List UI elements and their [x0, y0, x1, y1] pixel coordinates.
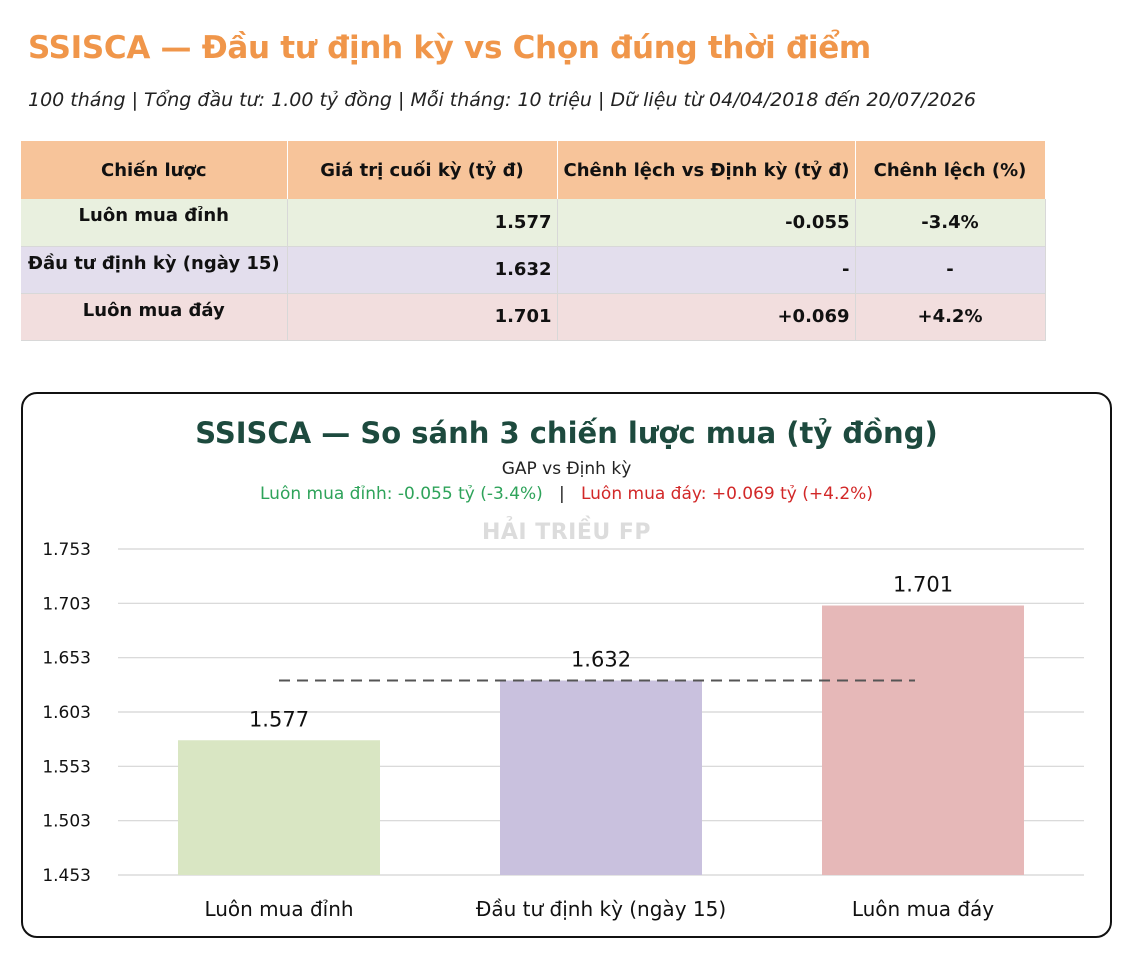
- y-tick-label: 1.503: [42, 812, 91, 832]
- chart-title: SSISCA — So sánh 3 chiến lược mua (tỷ đồ…: [195, 416, 938, 450]
- table-cell: -3.4%: [855, 199, 1046, 247]
- table-cell: 1.701: [287, 293, 558, 341]
- chart-card: SSISCA — So sánh 3 chiến lược mua (tỷ đồ…: [21, 392, 1112, 938]
- table-cell: 1.577: [287, 199, 558, 247]
- x-tick-label: Luôn mua đỉnh: [204, 897, 353, 921]
- table-row: Luôn mua đáy 1.701 +0.069 +4.2%: [21, 293, 1046, 341]
- gap-bottom-text: Luôn mua đáy: +0.069 tỷ (+4.2%): [580, 484, 873, 504]
- y-tick-label: 1.753: [42, 540, 91, 560]
- watermark: HẢI TRIỀU FP: [481, 520, 652, 545]
- y-tick-label: 1.553: [42, 757, 91, 777]
- table-cell: +4.2%: [855, 293, 1046, 341]
- chart-subtitle: GAP vs Định kỳ: [501, 459, 632, 479]
- header-final-value: Giá trị cuối kỳ (tỷ đ): [287, 141, 558, 199]
- gap-top-text: Luôn mua đỉnh: -0.055 tỷ (-3.4%): [260, 484, 543, 504]
- gap-separator: |: [548, 484, 575, 504]
- header-strategy: Chiến lược: [21, 141, 288, 199]
- table-cell: -: [855, 246, 1046, 294]
- bar: [500, 680, 702, 875]
- header-diff-percent: Chênh lệch (%): [855, 141, 1046, 199]
- page-subtitle: 100 tháng | Tổng đầu tư: 1.00 tỷ đồng | …: [28, 89, 976, 111]
- page-title: SSISCA — Đầu tư định kỳ vs Chọn đúng thờ…: [28, 30, 871, 66]
- y-tick-label: 1.653: [42, 649, 91, 669]
- table-header-row: Chiến lược Giá trị cuối kỳ (tỷ đ) Chênh …: [21, 141, 1046, 199]
- data-label: 1.577: [249, 707, 309, 731]
- table-cell: 1.632: [287, 246, 558, 294]
- bar-chart: 1.753 1.703 1.653 1.603 1.553 1.503 1.453 1.577…: [42, 540, 1084, 921]
- header-diff-value: Chênh lệch vs Định kỳ (tỷ đ): [557, 141, 856, 199]
- y-tick-label: 1.603: [42, 703, 91, 723]
- data-label: 1.701: [893, 573, 953, 597]
- x-tick-label: Đầu tư định kỳ (ngày 15): [476, 897, 726, 921]
- table-cell: Đầu tư định kỳ (ngày 15): [21, 246, 288, 294]
- table-cell: Luôn mua đáy: [21, 293, 288, 341]
- y-tick-label: 1.703: [42, 594, 91, 614]
- bar: [822, 605, 1024, 875]
- gap-separator-glyph: |: [559, 484, 565, 504]
- table-row: Đầu tư định kỳ (ngày 15) 1.632 - -: [21, 246, 1046, 294]
- table-cell: Luôn mua đỉnh: [21, 199, 288, 247]
- gap-summary: Luôn mua đỉnh: -0.055 tỷ (-3.4%) | Luôn …: [23, 484, 1110, 504]
- table-cell: -: [557, 246, 856, 294]
- table-row: Luôn mua đỉnh 1.577 -0.055 -3.4%: [21, 199, 1046, 247]
- data-label: 1.632: [571, 647, 631, 671]
- table-cell: +0.069: [557, 293, 856, 341]
- bar: [178, 740, 380, 875]
- x-tick-label: Luôn mua đáy: [852, 897, 994, 921]
- table-cell: -0.055: [557, 199, 856, 247]
- summary-table: Chiến lược Giá trị cuối kỳ (tỷ đ) Chênh …: [21, 141, 1046, 341]
- y-tick-label: 1.453: [42, 866, 91, 886]
